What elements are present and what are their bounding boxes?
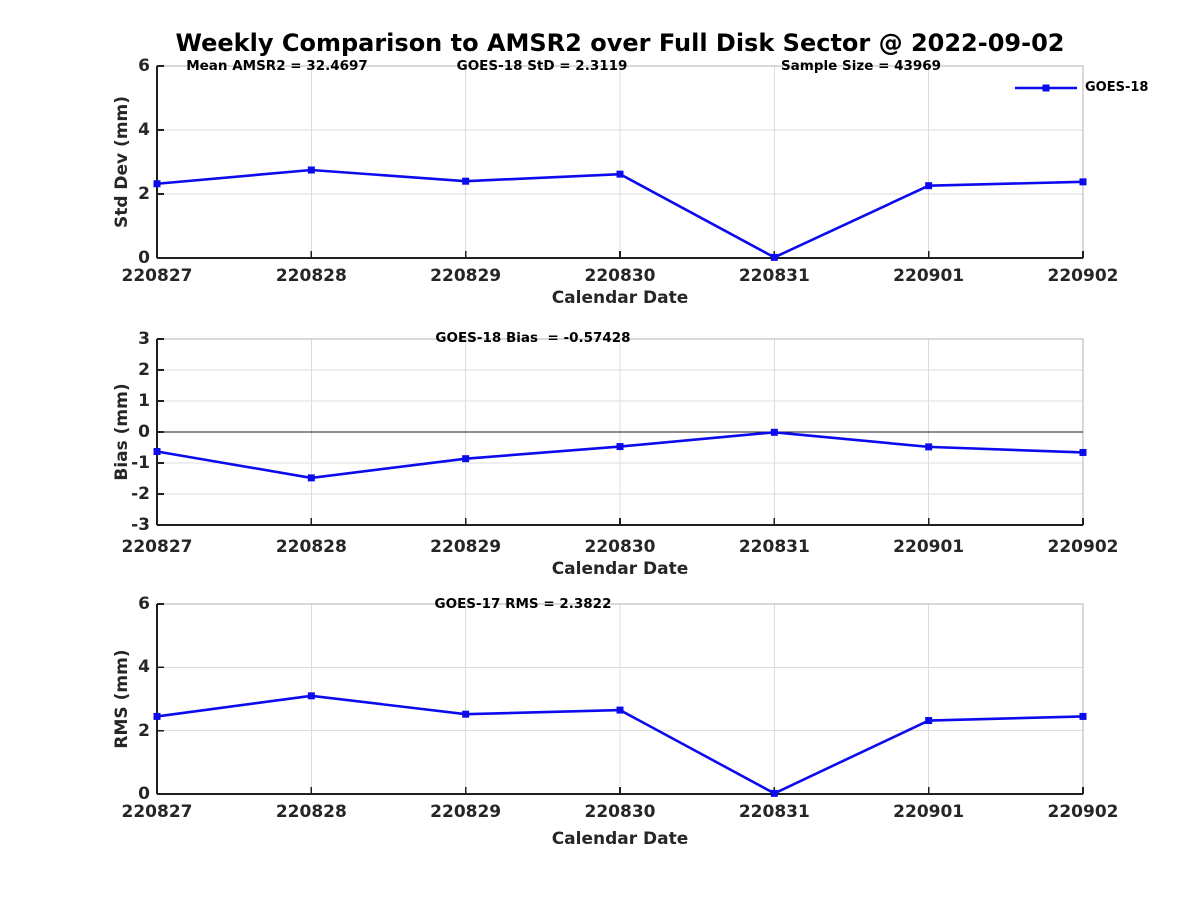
- annotation-goes18-bias: GOES-18 Bias = -0.57428: [435, 330, 631, 346]
- data-point-marker: [462, 455, 470, 463]
- data-point-marker: [925, 717, 933, 725]
- data-point-marker: [616, 443, 624, 451]
- data-point-marker: [616, 706, 624, 714]
- y-tick-label: 2: [138, 184, 150, 204]
- x-tick-label: 220830: [584, 537, 656, 557]
- x-tick-label: 220828: [275, 266, 347, 286]
- x-tick-label: 220902: [1047, 802, 1119, 822]
- data-point-marker: [307, 692, 315, 700]
- annotation-mean-amsr2: Mean AMSR2 = 32.4697: [186, 58, 368, 74]
- data-point-marker: [153, 180, 161, 188]
- data-point-marker: [153, 448, 161, 456]
- x-tick-label: 220827: [121, 266, 193, 286]
- x-tick-label: 220831: [738, 802, 810, 822]
- legend-marker-sample: [1042, 84, 1050, 92]
- x-axis-label-chart2: Calendar Date: [551, 559, 689, 579]
- data-point-marker: [1079, 178, 1087, 186]
- data-point-marker: [770, 253, 778, 261]
- annotation-goes17-rms: GOES-17 RMS = 2.3822: [434, 596, 612, 612]
- data-point-marker: [462, 710, 470, 718]
- x-tick-label: 220830: [584, 802, 656, 822]
- annotation-goes18-std: GOES-18 StD = 2.3119: [456, 58, 628, 74]
- data-point-marker: [770, 428, 778, 436]
- x-tick-label: 220830: [584, 266, 656, 286]
- data-point-marker: [1079, 448, 1087, 456]
- y-tick-label: 0: [138, 784, 150, 804]
- x-tick-label: 220828: [275, 802, 347, 822]
- x-tick-label: 220901: [893, 802, 965, 822]
- y-tick-label: -3: [131, 515, 150, 535]
- x-tick-label: 220901: [893, 537, 965, 557]
- y-tick-label: 2: [138, 360, 150, 380]
- legend-label-goes18: GOES-18: [1085, 80, 1149, 95]
- y-tick-label: 0: [138, 422, 150, 442]
- data-point-marker: [462, 177, 470, 185]
- y-tick-label: 4: [138, 120, 150, 140]
- x-tick-label: 220827: [121, 802, 193, 822]
- y-tick-label: 6: [138, 56, 150, 76]
- y-tick-label: 0: [138, 248, 150, 268]
- figure-title: Weekly Comparison to AMSR2 over Full Dis…: [175, 29, 1065, 57]
- x-tick-label: 220828: [275, 537, 347, 557]
- x-tick-label: 220901: [893, 266, 965, 286]
- data-point-marker: [153, 712, 161, 720]
- y-tick-label: -2: [131, 484, 150, 504]
- data-point-marker: [925, 182, 933, 190]
- y-tick-label: 4: [138, 657, 150, 678]
- x-tick-label: 220829: [430, 802, 502, 822]
- x-tick-label: 220829: [430, 266, 502, 286]
- x-axis-label-chart1: Calendar Date: [551, 288, 689, 308]
- y-axis-label-std-dev: Std Dev (mm): [112, 95, 132, 229]
- y-tick-label: 2: [138, 720, 150, 741]
- x-tick-label: 220827: [121, 537, 193, 557]
- y-tick-label: 6: [138, 594, 150, 614]
- data-point-marker: [1079, 712, 1087, 720]
- x-tick-label: 220831: [738, 537, 810, 557]
- y-tick-label: -1: [131, 453, 150, 473]
- y-tick-label: 3: [138, 329, 150, 349]
- data-point-marker: [616, 170, 624, 178]
- data-point-marker: [770, 789, 778, 797]
- x-tick-label: 220902: [1047, 266, 1119, 286]
- y-tick-label: 1: [138, 391, 150, 411]
- x-tick-label: 220831: [738, 266, 810, 286]
- annotation-sample-size: Sample Size = 43969: [780, 58, 942, 74]
- x-tick-label: 220902: [1047, 537, 1119, 557]
- x-tick-label: 220829: [430, 537, 502, 557]
- data-point-marker: [307, 474, 315, 482]
- data-point-marker: [925, 443, 933, 451]
- x-axis-label-chart3: Calendar Date: [551, 829, 689, 849]
- data-point-marker: [307, 166, 315, 174]
